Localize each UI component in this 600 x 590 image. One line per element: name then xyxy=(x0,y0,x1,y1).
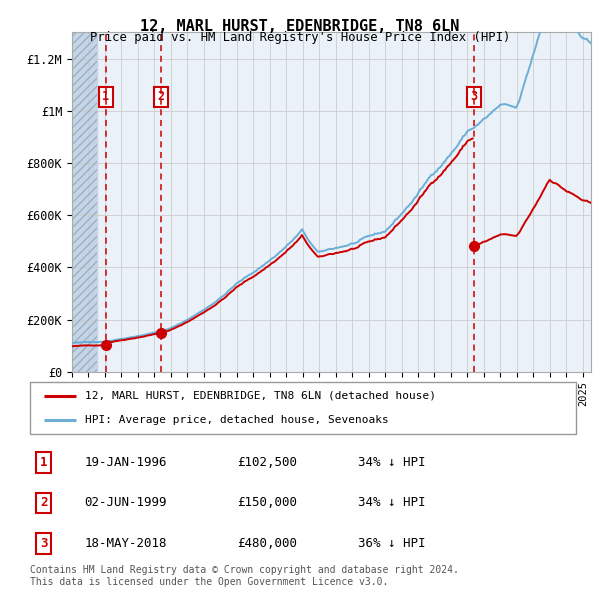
Text: 18-MAY-2018: 18-MAY-2018 xyxy=(85,537,167,550)
Text: 34% ↓ HPI: 34% ↓ HPI xyxy=(358,496,425,510)
Text: 2: 2 xyxy=(158,90,165,103)
Text: 1: 1 xyxy=(40,456,47,469)
Bar xyxy=(72,32,97,372)
Text: 12, MARL HURST, EDENBRIDGE, TN8 6LN (detached house): 12, MARL HURST, EDENBRIDGE, TN8 6LN (det… xyxy=(85,391,436,401)
Text: 36% ↓ HPI: 36% ↓ HPI xyxy=(358,537,425,550)
Text: 12, MARL HURST, EDENBRIDGE, TN8 6LN: 12, MARL HURST, EDENBRIDGE, TN8 6LN xyxy=(140,19,460,34)
Text: 3: 3 xyxy=(40,537,47,550)
FancyBboxPatch shape xyxy=(30,382,576,434)
Text: HPI: Average price, detached house, Sevenoaks: HPI: Average price, detached house, Seve… xyxy=(85,415,388,425)
Bar xyxy=(72,32,97,372)
Text: 3: 3 xyxy=(470,90,477,103)
Text: £150,000: £150,000 xyxy=(238,496,298,510)
Text: 1: 1 xyxy=(102,90,109,103)
Text: 2: 2 xyxy=(40,496,47,510)
Text: Contains HM Land Registry data © Crown copyright and database right 2024.
This d: Contains HM Land Registry data © Crown c… xyxy=(30,565,459,587)
Text: £480,000: £480,000 xyxy=(238,537,298,550)
Text: £102,500: £102,500 xyxy=(238,456,298,469)
Text: 19-JAN-1996: 19-JAN-1996 xyxy=(85,456,167,469)
Text: 02-JUN-1999: 02-JUN-1999 xyxy=(85,496,167,510)
Text: Price paid vs. HM Land Registry's House Price Index (HPI): Price paid vs. HM Land Registry's House … xyxy=(90,31,510,44)
Text: 34% ↓ HPI: 34% ↓ HPI xyxy=(358,456,425,469)
